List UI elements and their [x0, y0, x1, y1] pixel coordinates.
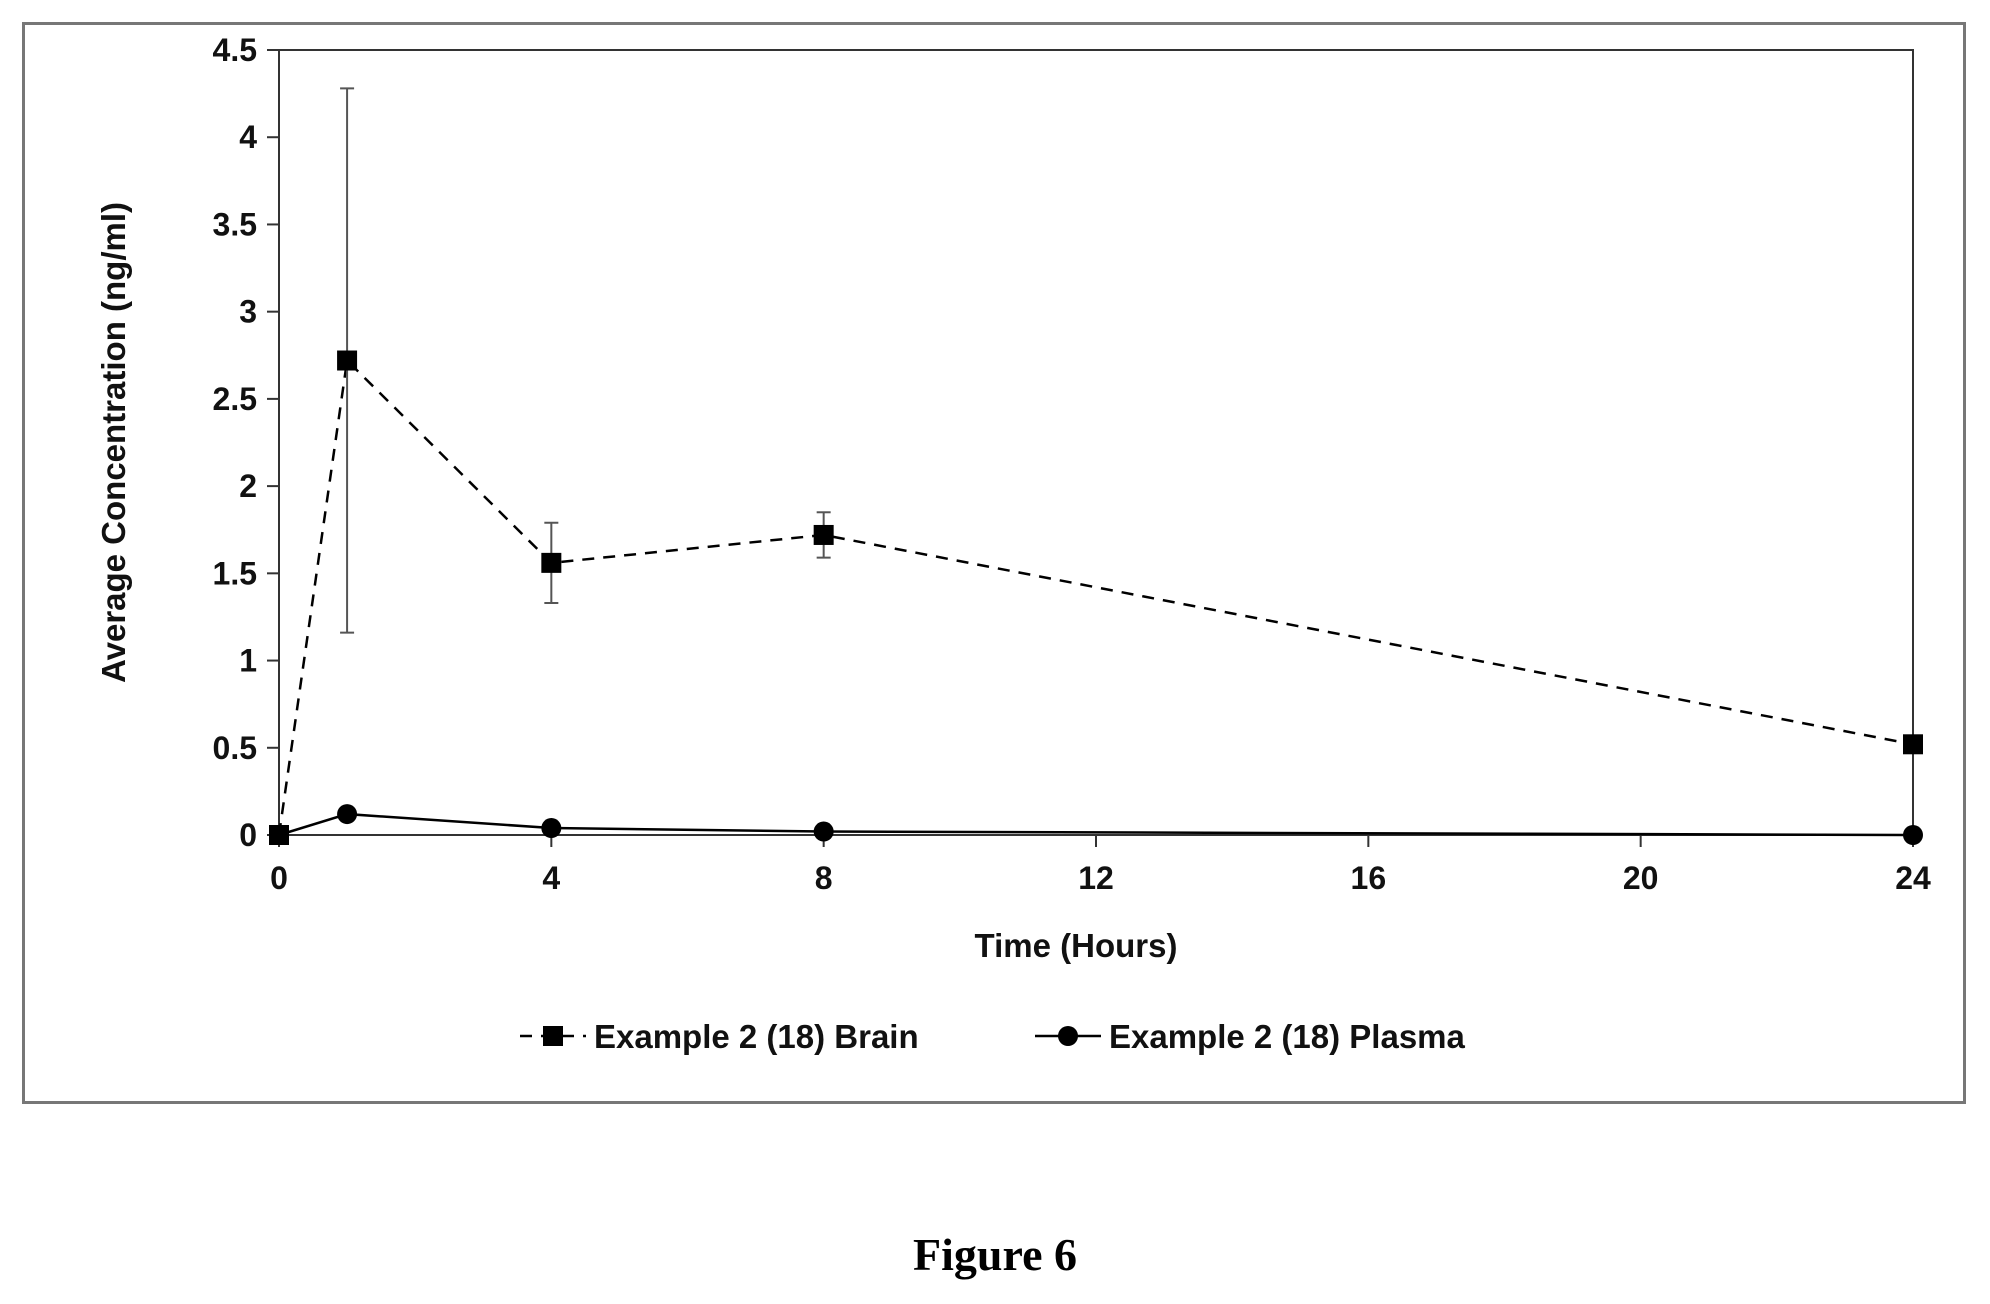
data-point [1903, 825, 1923, 845]
y-tick-label: 1.5 [213, 555, 257, 591]
series-line [277, 357, 1914, 836]
series-brain [269, 87, 1923, 845]
y-axis-title: Average Concentration (ng/ml) [95, 202, 132, 683]
x-tick-label: 20 [1623, 860, 1659, 896]
legend-item: Example 2 (18) Brain [520, 1018, 919, 1055]
y-tick-label: 3 [239, 294, 257, 330]
x-tick-label: 16 [1351, 860, 1387, 896]
x-tick-label: 4 [542, 860, 560, 896]
y-tick-label: 0.5 [213, 730, 257, 766]
data-point [269, 825, 289, 845]
x-axis: 0 4 8 12 16 20 24 [270, 835, 1931, 896]
y-tick-label: 3.5 [213, 206, 257, 242]
x-tick-label: 24 [1895, 860, 1931, 896]
data-point [813, 821, 834, 842]
legend-item: Example 2 (18) Plasma [1035, 1018, 1466, 1055]
line-chart: 0 0.5 1 1.5 2 2.5 3 3.5 4 4.5 0 4 8 12 16 20 24 Time (H… [95, 32, 1931, 1055]
series-plasma [269, 804, 1923, 845]
y-tick-label: 4.5 [213, 32, 257, 68]
x-tick-label: 12 [1078, 860, 1114, 896]
y-tick-label: 4 [239, 119, 257, 155]
x-axis-title: Time (Hours) [975, 927, 1178, 964]
y-tick-label: 1 [239, 643, 257, 679]
data-point [1903, 734, 1923, 755]
data-point [337, 350, 358, 371]
y-axis: 0 0.5 1 1.5 2 2.5 3 3.5 4 4.5 [213, 32, 279, 853]
legend-label: Example 2 (18) Plasma [1109, 1018, 1466, 1055]
x-tick-label: 0 [270, 860, 288, 896]
legend-marker [543, 1026, 563, 1046]
data-point [541, 552, 562, 573]
x-tick-label: 8 [815, 860, 833, 896]
data-point [337, 804, 358, 825]
legend: Example 2 (18) Brain Example 2 (18) Plasm… [520, 1018, 1466, 1055]
legend-marker [1058, 1026, 1078, 1046]
plot-area [278, 49, 1914, 836]
y-tick-label: 2.5 [213, 381, 257, 417]
series-line [278, 812, 1914, 837]
series-layer [269, 87, 1923, 845]
plot-frame [278, 49, 1914, 836]
figure-frame: 0 0.5 1 1.5 2 2.5 3 3.5 4 4.5 0 4 8 12 16 20 24 Time (H… [22, 22, 1966, 1104]
legend-label: Example 2 (18) Brain [594, 1018, 919, 1055]
data-point [541, 818, 562, 839]
y-tick-label: 0 [239, 817, 257, 853]
data-point [813, 524, 834, 545]
figure-caption: Figure 6 [913, 1229, 1077, 1280]
y-tick-label: 2 [239, 468, 257, 504]
